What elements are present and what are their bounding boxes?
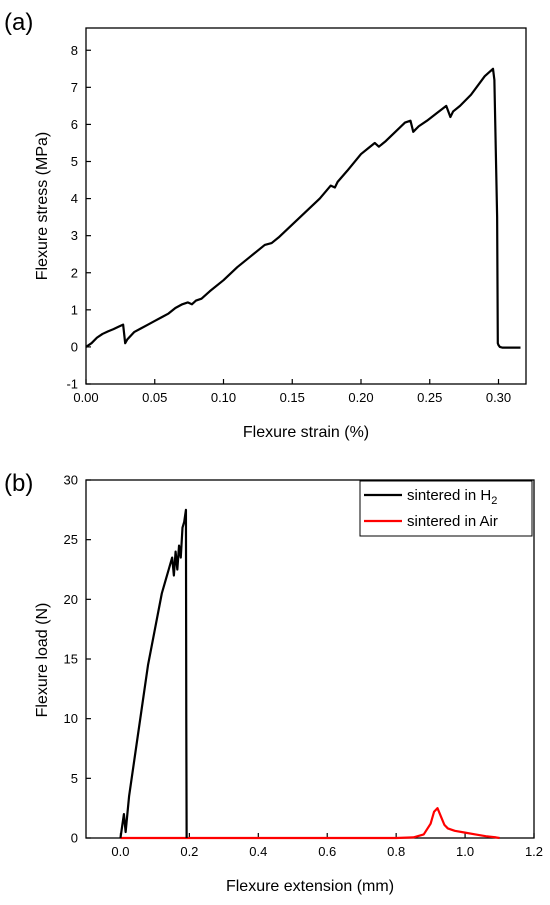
- chart-a-y-tick-label: 6: [71, 117, 78, 132]
- chart-b-y-ticks: 0 5 10 15 20 25 30: [64, 473, 91, 846]
- panel-a-label: (a): [4, 9, 33, 36]
- chart-b-x-axis-label: Flexure extension (mm): [226, 878, 394, 895]
- chart-a-x-tick-label: 0.00: [73, 390, 98, 405]
- chart-a-y-tick-label: 7: [71, 80, 78, 95]
- chart-a-y-tick-label: 3: [71, 228, 78, 243]
- chart-a-x-tick-label: 0.20: [348, 390, 373, 405]
- chart-a-y-ticks: -1 0 1 2 3 4 5 6 7 8: [66, 43, 91, 392]
- chart-b-y-tick-label: 20: [64, 592, 78, 607]
- chart-b-x-tick-label: 0.0: [111, 844, 129, 859]
- chart-b-legend-box: [359, 480, 533, 537]
- chart-a-x-tick-label: 0.05: [142, 390, 167, 405]
- chart-a-x-tick-label: 0.25: [417, 390, 442, 405]
- chart-b-legend-h2-label: sintered in H2: [407, 487, 497, 507]
- chart-b-y-tick-label: 0: [71, 831, 78, 846]
- chart-a-y-tick-label: 4: [71, 191, 78, 206]
- chart-b-series-h2-line: [119, 508, 188, 839]
- chart-b-legend-air-label: sintered in Air: [407, 513, 498, 530]
- chart-b-y-tick-label: 5: [71, 771, 78, 786]
- chart-a-y-tick-label: 8: [71, 43, 78, 58]
- chart-b-y-axis-label: Flexure load (N): [34, 603, 51, 718]
- chart-a: (a) 0.00 0.05 0.10 0.15 0.20 0.25 0.30 -1 0 1 2 3 4…: [4, 9, 527, 441]
- chart-b-y-tick-label: 30: [64, 473, 78, 488]
- chart-a-y-axis-label: Flexure stress (MPa): [34, 132, 51, 280]
- chart-a-plot-frame: [85, 27, 527, 385]
- chart-b-x-tick-label: 0.8: [387, 844, 405, 859]
- chart-a-x-tick-label: 0.30: [486, 390, 511, 405]
- chart-b-y-tick-label: 25: [64, 532, 78, 547]
- chart-b-x-ticks: 0.0 0.2 0.4 0.6 0.8 1.0 1.2: [111, 833, 543, 859]
- chart-a-y-tick-label: 1: [71, 302, 78, 317]
- panel-b-label: (b): [4, 470, 33, 497]
- chart-a-y-tick-label: 5: [71, 154, 78, 169]
- chart-b-legend: sintered in H2 sintered in Air: [359, 480, 533, 537]
- chart-b-series-air-line: [120, 807, 500, 840]
- chart-a-y-tick-label: -1: [66, 377, 78, 392]
- chart-a-x-axis-label: Flexure strain (%): [243, 424, 369, 441]
- chart-b-x-tick-label: 0.6: [318, 844, 336, 859]
- chart-b-legend-h2-text: sintered in H: [407, 487, 491, 504]
- chart-b: (b) 0.0 0.2 0.4 0.6 0.8 1.0 1.2 0 5 10 15 20 25 30 F…: [4, 470, 543, 895]
- chart-b-x-tick-label: 1.0: [456, 844, 474, 859]
- chart-b-y-tick-label: 10: [64, 711, 78, 726]
- chart-a-x-ticks: 0.00 0.05 0.10 0.15 0.20 0.25 0.30: [73, 379, 511, 405]
- chart-b-y-tick-label: 15: [64, 652, 78, 667]
- chart-a-y-tick-label: 2: [71, 265, 78, 280]
- chart-a-y-tick-label: 0: [71, 339, 78, 354]
- chart-a-series-line: [85, 67, 521, 349]
- chart-a-x-tick-label: 0.10: [211, 390, 236, 405]
- chart-b-x-tick-label: 1.2: [525, 844, 543, 859]
- chart-a-x-tick-label: 0.15: [280, 390, 305, 405]
- chart-b-x-tick-label: 0.4: [249, 844, 267, 859]
- chart-b-x-tick-label: 0.2: [180, 844, 198, 859]
- chart-b-legend-h2-subscript: 2: [491, 495, 497, 507]
